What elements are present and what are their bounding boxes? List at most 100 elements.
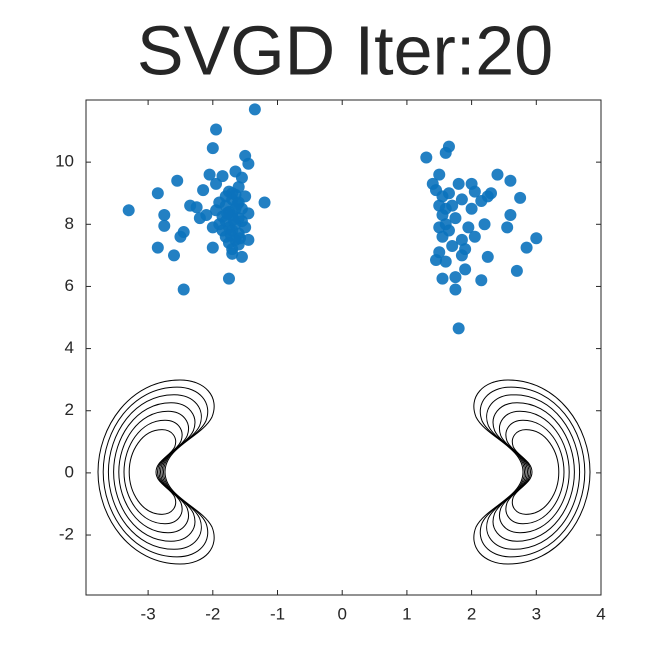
point bbox=[235, 250, 248, 263]
point bbox=[177, 283, 190, 296]
point bbox=[514, 191, 527, 204]
point bbox=[177, 226, 190, 239]
y-tick-label: -2 bbox=[59, 525, 74, 544]
contour-line bbox=[98, 380, 214, 564]
point bbox=[210, 123, 223, 136]
x-tick-label: 4 bbox=[596, 604, 605, 623]
point bbox=[221, 207, 234, 220]
y-tick-label: 6 bbox=[65, 276, 74, 295]
point bbox=[239, 190, 252, 203]
point bbox=[242, 157, 255, 170]
point bbox=[206, 241, 219, 254]
point bbox=[206, 142, 219, 155]
point bbox=[468, 230, 481, 243]
point bbox=[433, 168, 446, 181]
point bbox=[151, 241, 164, 254]
point bbox=[239, 221, 252, 234]
point bbox=[462, 221, 475, 234]
contour-line bbox=[480, 387, 585, 557]
point bbox=[442, 224, 455, 237]
point bbox=[504, 208, 517, 221]
y-tick-label: 4 bbox=[65, 338, 74, 357]
point bbox=[216, 170, 229, 183]
point bbox=[193, 212, 206, 225]
point bbox=[206, 221, 219, 234]
point bbox=[233, 232, 246, 245]
point bbox=[481, 250, 494, 263]
point bbox=[258, 196, 271, 209]
y-tick-label: 0 bbox=[65, 462, 74, 481]
contour-line bbox=[124, 420, 182, 524]
x-tick-label: -3 bbox=[141, 604, 156, 623]
point bbox=[449, 283, 462, 296]
point bbox=[248, 103, 261, 116]
plot-box bbox=[85, 99, 602, 596]
x-tick-label: 1 bbox=[402, 604, 411, 623]
contour-line bbox=[512, 430, 558, 515]
point bbox=[449, 271, 462, 284]
point bbox=[436, 272, 449, 285]
x-tick-label: 2 bbox=[467, 604, 476, 623]
point bbox=[478, 218, 491, 231]
point bbox=[197, 184, 210, 197]
point bbox=[510, 264, 523, 277]
contour-line bbox=[493, 403, 574, 541]
point bbox=[203, 168, 216, 181]
point bbox=[452, 322, 465, 335]
point bbox=[242, 207, 255, 220]
point bbox=[235, 171, 248, 184]
point bbox=[455, 233, 468, 246]
x-tick-label: 0 bbox=[337, 604, 346, 623]
point bbox=[504, 174, 517, 187]
point bbox=[430, 254, 443, 267]
point bbox=[455, 193, 468, 206]
point bbox=[475, 274, 488, 287]
y-tick-label: 10 bbox=[55, 152, 74, 171]
point bbox=[446, 240, 459, 253]
contour-line bbox=[500, 411, 570, 532]
y-tick-label: 2 bbox=[65, 400, 74, 419]
point bbox=[224, 229, 237, 242]
point bbox=[167, 249, 180, 262]
point bbox=[151, 187, 164, 200]
point bbox=[465, 202, 478, 215]
point bbox=[171, 174, 184, 187]
point bbox=[491, 168, 504, 181]
contour-line bbox=[474, 380, 590, 564]
y-tick-label: 8 bbox=[65, 214, 74, 233]
point bbox=[439, 202, 452, 215]
point bbox=[530, 232, 543, 245]
point bbox=[433, 221, 446, 234]
point bbox=[226, 247, 239, 260]
contour-line bbox=[114, 403, 195, 541]
point bbox=[468, 185, 481, 198]
point bbox=[442, 187, 455, 200]
contour-line bbox=[108, 395, 201, 550]
point bbox=[231, 198, 244, 211]
contour-line bbox=[487, 395, 580, 550]
contour-line bbox=[129, 430, 175, 515]
contour-line bbox=[119, 411, 189, 532]
point bbox=[222, 272, 235, 285]
point bbox=[158, 219, 171, 232]
point bbox=[455, 249, 468, 262]
point bbox=[210, 204, 223, 217]
point bbox=[439, 255, 452, 268]
contour-line bbox=[506, 420, 564, 524]
contour-line bbox=[103, 387, 208, 557]
x-tick-label: -2 bbox=[205, 604, 220, 623]
x-tick-label: 3 bbox=[532, 604, 541, 623]
point bbox=[452, 177, 465, 190]
point bbox=[439, 146, 452, 159]
point bbox=[449, 212, 462, 225]
point bbox=[420, 151, 433, 164]
point bbox=[501, 221, 514, 234]
point bbox=[485, 187, 498, 200]
point bbox=[122, 204, 135, 217]
point bbox=[158, 208, 171, 221]
contours bbox=[98, 380, 590, 564]
point bbox=[520, 241, 533, 254]
point bbox=[459, 263, 472, 276]
point bbox=[190, 201, 203, 214]
